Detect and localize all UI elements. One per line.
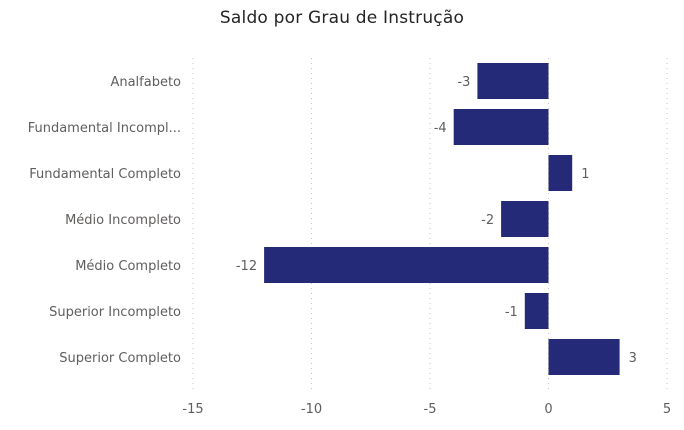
category-label: Superior Completo <box>59 351 181 366</box>
bar <box>477 63 549 99</box>
data-label: -2 <box>481 213 494 228</box>
x-tick-label: 0 <box>544 402 552 417</box>
data-label: -1 <box>505 305 518 320</box>
data-label: -3 <box>457 75 470 90</box>
category-label: Analfabeto <box>110 75 181 90</box>
data-label: 1 <box>581 167 589 182</box>
category-label: Fundamental Completo <box>29 167 181 182</box>
x-tick-label: -15 <box>182 402 203 417</box>
bar <box>453 109 549 145</box>
bar <box>548 155 573 191</box>
data-label: 3 <box>629 351 637 366</box>
bar <box>524 293 549 329</box>
category-label: Superior Incompleto <box>49 305 181 320</box>
data-label: -12 <box>236 259 257 274</box>
data-label: -4 <box>434 121 447 136</box>
x-tick-label: -10 <box>301 402 322 417</box>
x-tick-label: 5 <box>663 402 671 417</box>
bar <box>264 247 549 283</box>
category-label: Médio Completo <box>75 259 181 274</box>
x-tick-label: -5 <box>424 402 437 417</box>
bar <box>501 201 549 237</box>
category-label: Fundamental Incompl... <box>28 121 181 136</box>
category-label: Médio Incompleto <box>65 213 181 228</box>
bar <box>548 339 620 375</box>
chart-title: Saldo por Grau de Instrução <box>219 8 465 28</box>
